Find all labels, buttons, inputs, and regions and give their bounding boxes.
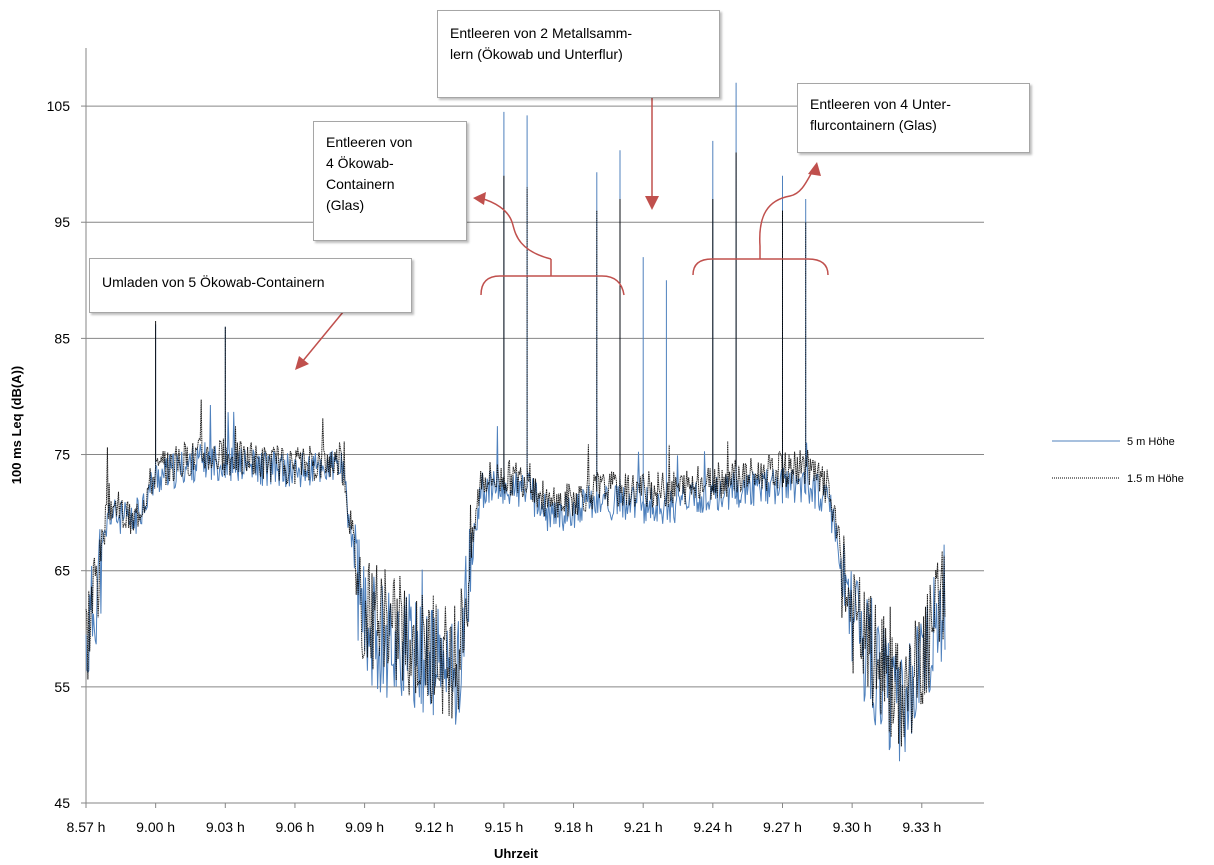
- x-tick-label: 9.12 h: [415, 819, 454, 835]
- x-axis-ticks: 8.57 h 9.00 h 9.03 h 9.06 h 9.09 h 9.12 h 9.15…: [67, 803, 941, 835]
- y-axis-title: 100 ms Leq (dB(A)): [9, 366, 24, 484]
- bracket-oekowab: [480, 259, 625, 296]
- y-tick-label: 85: [54, 330, 70, 346]
- y-tick-label: 65: [54, 563, 70, 579]
- x-tick-label: 9.06 h: [275, 819, 314, 835]
- y-tick-label: 55: [54, 679, 70, 695]
- arrowhead-umladen: [295, 356, 309, 370]
- x-tick-label: 9.27 h: [763, 819, 802, 835]
- x-tick-label: 9.09 h: [345, 819, 384, 835]
- annotation-unterflur-glas: Entleeren von 4 Unter- flurcontainern (G…: [797, 83, 1030, 153]
- series-line-5m: [85, 82, 946, 762]
- x-tick-label: 9.33 h: [902, 819, 941, 835]
- arrowhead-unterflur: [808, 162, 821, 176]
- y-axis-ticks: 45 55 65 75 85 95 105: [47, 98, 86, 811]
- legend: 5 m Höhe 1.5 m Höhe: [1052, 436, 1184, 485]
- x-tick-label: 9.15 h: [484, 819, 523, 835]
- annotation-oekowab-glas: Entleeren von 4 Ökowab- Containern (Glas…: [313, 121, 467, 241]
- x-tick-label: 9.00 h: [136, 819, 175, 835]
- x-tick-label: 9.30 h: [833, 819, 872, 835]
- arrow-oekowab: [479, 197, 552, 260]
- annotation-umladen: Umladen von 5 Ökowab-Containern: [89, 258, 412, 313]
- legend-label-5m: 5 m Höhe: [1127, 436, 1175, 448]
- legend-label-1-5m: 1.5 m Höhe: [1127, 473, 1184, 485]
- x-tick-label: 9.24 h: [693, 819, 732, 835]
- y-tick-label: 45: [54, 795, 70, 811]
- x-tick-label: 9.21 h: [624, 819, 663, 835]
- y-tick-label: 105: [47, 98, 71, 114]
- y-tick-label: 95: [54, 214, 70, 230]
- arrowhead-metallsammler: [645, 196, 659, 210]
- annotation-brackets: [295, 98, 829, 370]
- series-layer: [85, 82, 946, 762]
- y-tick-label: 75: [54, 447, 70, 463]
- x-tick-label: 9.18 h: [554, 819, 593, 835]
- bracket-unterflur: [692, 246, 829, 276]
- x-tick-label: 9.03 h: [206, 819, 245, 835]
- arrow-umladen: [301, 305, 349, 363]
- x-tick-label: 8.57 h: [67, 819, 106, 835]
- arrowhead-oekowab: [473, 192, 486, 205]
- x-axis-title: Uhrzeit: [494, 846, 539, 861]
- series-line-1-5m: [85, 152, 946, 747]
- arrow-unterflur: [759, 171, 813, 247]
- annotation-metallsammler: Entleeren von 2 Metallsamm- lern (Ökowab…: [437, 10, 720, 98]
